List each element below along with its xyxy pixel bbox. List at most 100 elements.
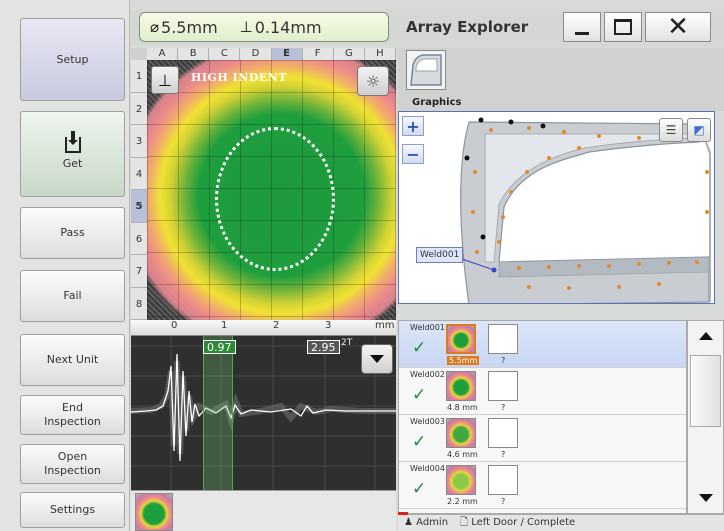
- minimize-button[interactable]: [563, 12, 601, 42]
- sun-icon: ☼: [365, 71, 381, 91]
- weld-result: ?: [501, 450, 506, 459]
- chevron-down-icon: [698, 494, 713, 502]
- weld-result-box[interactable]: [488, 371, 518, 401]
- weld-thumbnail[interactable]: [446, 324, 476, 354]
- check-icon: ✓: [412, 385, 427, 405]
- pass-label: Pass: [60, 226, 85, 239]
- indent-mode-button[interactable]: ⊥: [151, 66, 179, 94]
- ruler-tick-0: 0: [171, 320, 178, 331]
- ruler-tick-2: 2: [273, 320, 280, 331]
- tab-graphics[interactable]: [406, 50, 446, 90]
- depth-ruler: 0 1 2 3 mm: [131, 320, 396, 336]
- weld-name: Weld001: [410, 323, 445, 332]
- row-label[interactable]: 3: [131, 125, 147, 158]
- row-label[interactable]: 5: [131, 190, 147, 223]
- column-label[interactable]: E: [271, 48, 303, 60]
- weld-row[interactable]: Weld003 ✓ 4.6 mm?: [399, 415, 686, 462]
- check-icon: ✓: [412, 432, 427, 452]
- end-inspection-label-2: Inspection: [44, 415, 101, 428]
- weld-result: ?: [501, 403, 506, 412]
- setup-button[interactable]: Setup: [20, 18, 125, 101]
- column-label[interactable]: D: [240, 48, 272, 60]
- row-label[interactable]: 6: [131, 222, 147, 255]
- column-label[interactable]: C: [209, 48, 241, 60]
- weld-result-box[interactable]: [488, 324, 518, 354]
- maximize-icon: [614, 19, 632, 35]
- scroll-up-button[interactable]: [688, 321, 723, 351]
- weld-thumbnail[interactable]: [446, 465, 476, 495]
- list-view-button[interactable]: ☰: [659, 118, 683, 142]
- gate-value-1: 0.97: [203, 340, 236, 354]
- brightness-button[interactable]: ☼: [357, 66, 389, 96]
- chevron-up-icon: [698, 332, 713, 340]
- status-progress-indicator: [398, 512, 408, 515]
- check-icon: ✓: [412, 479, 427, 499]
- minus-icon: −: [406, 144, 420, 164]
- end-inspection-label-1: End: [62, 401, 83, 414]
- status-bar: ♟ Admin 🗋 Left Door / Complete: [398, 512, 724, 531]
- plus-icon: +: [406, 116, 420, 136]
- setup-label: Setup: [56, 52, 89, 66]
- weld-name: Weld002: [410, 370, 445, 379]
- next-unit-button[interactable]: Next Unit: [20, 334, 125, 386]
- status-document-name: Left Door / Complete: [471, 517, 576, 528]
- scroll-down-button[interactable]: [688, 483, 723, 513]
- weld-list-scrollbar[interactable]: [687, 320, 724, 514]
- weld-thumbnail[interactable]: [446, 418, 476, 448]
- car-door-model: [458, 117, 711, 303]
- measurement-readout: ⌀ 5.5mm ⊥ 0.14mm: [139, 12, 389, 42]
- settings-button[interactable]: Settings: [20, 492, 125, 528]
- column-label[interactable]: B: [178, 48, 210, 60]
- maximize-button[interactable]: [604, 12, 642, 42]
- end-inspection-button[interactable]: End Inspection: [20, 395, 125, 435]
- gate-suffix: 2T: [341, 338, 353, 348]
- open-inspection-label-2: Inspection: [44, 464, 101, 477]
- weld-row[interactable]: Weld001 ✓ 5.5mm?: [399, 321, 686, 368]
- row-label[interactable]: 1: [131, 60, 147, 93]
- close-icon: ✕: [667, 12, 689, 42]
- diameter-value: 5.5mm: [161, 17, 218, 37]
- weld-result: ?: [501, 356, 506, 365]
- weld-result-box[interactable]: [488, 465, 518, 495]
- zoom-out-button[interactable]: −: [402, 144, 424, 164]
- row-label[interactable]: 7: [131, 255, 147, 288]
- measurement-gate[interactable]: [203, 336, 233, 490]
- graphics-3d-view[interactable]: + − ☰ ◩ Weld001: [398, 111, 715, 304]
- column-label[interactable]: H: [364, 48, 396, 60]
- next-unit-label: Next Unit: [46, 353, 99, 366]
- fail-button[interactable]: Fail: [20, 270, 125, 322]
- fit-view-button[interactable]: ◩: [687, 118, 711, 142]
- close-button[interactable]: ✕: [645, 12, 711, 42]
- pass-button[interactable]: Pass: [20, 207, 125, 259]
- indent-value: 0.14mm: [254, 17, 322, 37]
- gate-value-2: 2.95: [307, 340, 340, 354]
- graphics-tab-label: Graphics: [412, 97, 462, 108]
- c-scan-thumbnail[interactable]: [135, 493, 173, 531]
- a-scan-panel[interactable]: 0 1 2 3 mm 0.97 2.95 2T: [131, 320, 396, 490]
- weld-thumbnail[interactable]: [446, 371, 476, 401]
- c-scan-thumbnail-strip: [131, 490, 396, 531]
- row-label[interactable]: 8: [131, 287, 147, 320]
- row-label[interactable]: 2: [131, 92, 147, 125]
- status-document: 🗋 Left Door / Complete: [460, 517, 576, 528]
- a-scan-dropdown-button[interactable]: [361, 344, 393, 374]
- open-inspection-button[interactable]: Open Inspection: [20, 444, 125, 484]
- indent-status-label: HIGH INDENT: [191, 71, 288, 84]
- status-user: ♟ Admin: [404, 517, 449, 528]
- column-label[interactable]: G: [333, 48, 365, 60]
- scroll-thumb[interactable]: [690, 355, 721, 427]
- weld-row[interactable]: Weld004 ✓ 2.2 mm?: [399, 462, 686, 509]
- c-scan-image[interactable]: ⊥ HIGH INDENT ☼: [147, 60, 396, 320]
- weld-name: Weld003: [410, 417, 445, 426]
- app-title: Array Explorer: [406, 18, 529, 36]
- weld-row[interactable]: Weld002 ✓ 4.8 mm?: [399, 368, 686, 415]
- weld-result-box[interactable]: [488, 418, 518, 448]
- column-label[interactable]: A: [147, 48, 179, 60]
- get-button[interactable]: Get: [20, 111, 125, 197]
- zoom-in-button[interactable]: +: [402, 116, 424, 136]
- column-label[interactable]: F: [302, 48, 334, 60]
- row-label[interactable]: 4: [131, 157, 147, 190]
